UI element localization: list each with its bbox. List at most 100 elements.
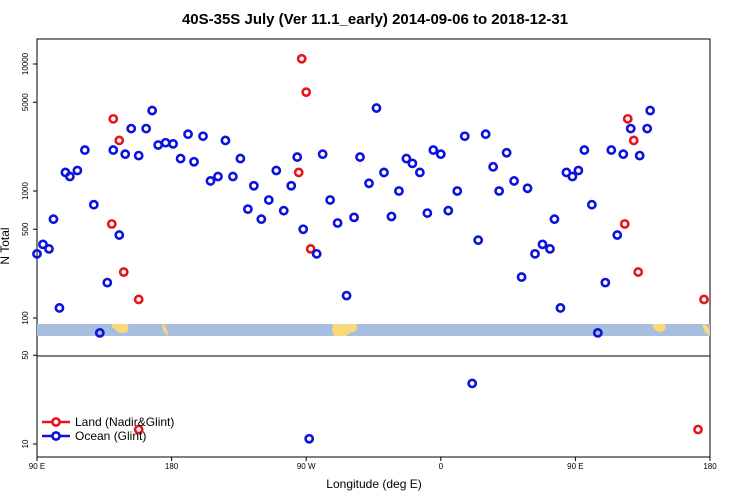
ocean-point (189, 156, 199, 167)
land-point (118, 267, 129, 277)
ocean-point (126, 123, 137, 134)
x-tick-label: 90 W (297, 462, 316, 471)
chart-title: 40S-35S July (Ver 11.1_early) 2014-09-06… (182, 11, 568, 28)
ocean-point (522, 183, 533, 194)
lower-panel-frame (36, 355, 711, 458)
ocean-point (467, 378, 478, 389)
legend: Land (Nadir&Glint)Ocean (Glint) (42, 415, 174, 443)
ocean-point (256, 214, 267, 225)
ocean-point (579, 145, 590, 155)
ocean-point (248, 180, 259, 191)
x-tick-label: 180 (703, 462, 717, 471)
ocean-point (545, 244, 555, 254)
land-point (693, 424, 703, 435)
ocean-point (175, 153, 186, 164)
x-axis-label: Longitude (deg E) (326, 477, 421, 491)
land-point (301, 87, 312, 98)
ocean-band (37, 324, 710, 336)
ocean-point (473, 235, 484, 246)
ocean-point (65, 171, 75, 182)
y-tick-label: 500 (21, 222, 30, 236)
ocean-point (428, 145, 439, 155)
ocean-point (120, 149, 131, 160)
land-point (628, 135, 639, 146)
ocean-point (325, 195, 336, 205)
x-axis: 90 E 180 90 W 0 90 E 180 (29, 457, 717, 471)
ocean-point (114, 230, 125, 240)
ocean-point (573, 165, 584, 176)
ocean-point (94, 327, 105, 338)
ocean-point (642, 123, 653, 134)
land-legend-marker (51, 417, 61, 427)
ocean-point (88, 199, 99, 210)
ocean-point (147, 105, 158, 116)
land-point (619, 219, 630, 229)
land-point (133, 424, 144, 435)
ocean-point (371, 103, 382, 113)
ocean-point (72, 165, 83, 176)
land-point (108, 113, 119, 124)
ocean-point (494, 186, 505, 196)
y-tick-label: 10 (21, 439, 30, 448)
ocean-point (213, 171, 223, 182)
land-outline (162, 324, 168, 336)
land-outline (652, 324, 666, 332)
ocean-point (401, 153, 412, 164)
ocean-point (422, 208, 433, 218)
ocean-point (634, 150, 645, 161)
ocean-point (537, 239, 548, 250)
ocean-point (102, 277, 113, 288)
ocean-point (530, 248, 540, 259)
ocean-point (38, 239, 48, 250)
plot-area (36, 38, 711, 458)
x-tick-label: 180 (165, 462, 179, 471)
ocean-point (341, 290, 352, 301)
land-point (305, 244, 316, 254)
ocean-point (263, 195, 274, 205)
ocean-point (133, 150, 144, 161)
ocean-point (488, 161, 499, 172)
ocean-point (286, 180, 297, 191)
upper-panel-frame (36, 38, 711, 357)
ocean-point (311, 248, 322, 259)
ocean-point (600, 277, 611, 288)
land-outline (332, 324, 357, 336)
y-axis: 100 500 1000 5000 10000 10 50 (21, 52, 37, 448)
land-point (622, 113, 633, 124)
y-tick-label: 5000 (21, 93, 30, 111)
ocean-point (586, 199, 597, 210)
ocean-point (349, 212, 359, 223)
y-axis-label: N Total (0, 227, 12, 264)
ocean-legend-marker (51, 431, 61, 441)
y-tick-label: 10000 (21, 52, 30, 75)
y-tick-label: 1000 (21, 182, 30, 200)
ocean-point (271, 165, 282, 176)
ocean-point (183, 129, 193, 140)
ocean-point (645, 105, 656, 116)
ocean-point (168, 138, 178, 149)
ocean-point (555, 303, 566, 313)
ocean-point (618, 149, 629, 160)
ocean-point (108, 145, 119, 155)
ocean-point (153, 140, 164, 150)
ocean-point (235, 153, 246, 164)
ocean-point (480, 129, 491, 140)
land-outline (111, 324, 129, 333)
x-tick-label: 0 (439, 462, 444, 471)
ocean-point (298, 224, 309, 235)
ocean-point (54, 303, 65, 313)
ocean-point (567, 171, 578, 182)
ocean-point (606, 145, 617, 155)
ocean-point (443, 205, 454, 216)
ocean-point (355, 152, 365, 162)
ocean-point (414, 167, 425, 178)
ocean-point (452, 186, 463, 196)
land-point (699, 294, 709, 305)
ocean-point (549, 214, 560, 225)
ocean-point (228, 171, 238, 182)
ocean-point (32, 248, 42, 259)
ocean-point (459, 131, 470, 142)
ocean-point (435, 149, 446, 160)
land-point (293, 167, 304, 178)
land-point (296, 53, 307, 64)
